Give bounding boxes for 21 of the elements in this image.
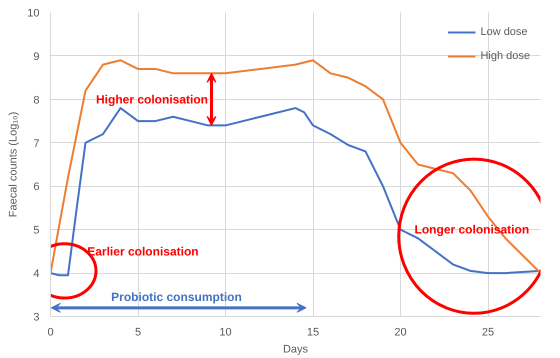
x-tick-label: 10 xyxy=(219,326,232,338)
legend-label: Low dose xyxy=(480,26,528,38)
y-tick-label: 6 xyxy=(33,181,40,194)
x-tick-label: 15 xyxy=(306,326,320,338)
y-tick-label: 7 xyxy=(33,138,40,150)
y-tick-label: 8 xyxy=(33,94,40,106)
x-tick-label: 25 xyxy=(482,326,494,338)
y-axis-title: Faecal counts (Log₁₀) xyxy=(7,112,20,218)
line-series xyxy=(50,107,540,276)
x-tick-label: 5 xyxy=(134,326,142,338)
y-tick-label: 10 xyxy=(27,8,40,20)
y-tick-label: 4 xyxy=(33,268,40,280)
y-tick-label: 5 xyxy=(33,224,40,237)
annotation: Probiotic consumption xyxy=(111,290,242,304)
x-tick-label: 20 xyxy=(394,326,407,338)
y-tick-label: 9 xyxy=(33,50,40,63)
annotation: Higher colonisation xyxy=(96,92,208,106)
y-tick-label: 3 xyxy=(33,312,40,324)
x-tick-label: 0 xyxy=(47,326,54,338)
legend-label: High dose xyxy=(480,50,530,62)
x-axis-title: Days xyxy=(282,344,309,356)
